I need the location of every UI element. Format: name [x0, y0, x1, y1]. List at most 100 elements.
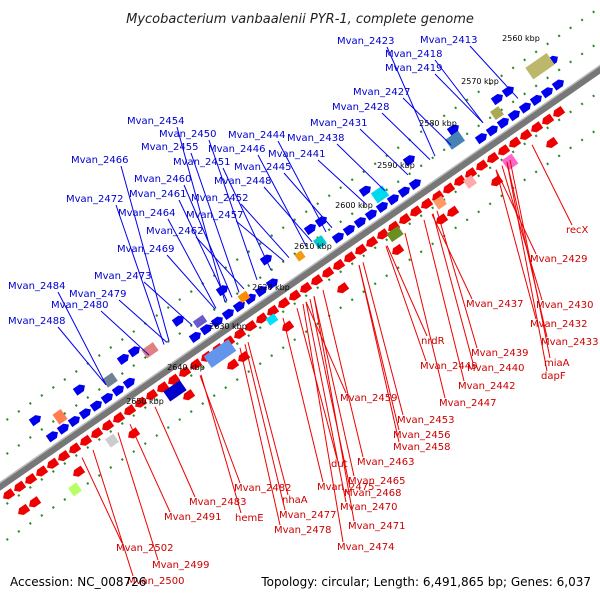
- gene-label: Mvan_2468: [344, 488, 401, 499]
- leader-line: [531, 144, 573, 226]
- leader-line: [57, 326, 107, 386]
- tick-label: 2620 kbp: [252, 283, 290, 292]
- gene-block-115: [370, 185, 390, 204]
- gene-arrow-98: [443, 182, 456, 194]
- gene-label: Mvan_2457: [186, 210, 243, 221]
- gene-arrow-14: [199, 324, 212, 336]
- gene-label: Mvan_2499: [152, 560, 209, 571]
- gene-arrow-102: [476, 159, 489, 171]
- gene-label: Mvan_2483: [189, 497, 246, 508]
- gene-arrow-81: [289, 289, 302, 301]
- gene-arrow-21: [259, 254, 272, 266]
- gene-arrow-100: [454, 174, 467, 186]
- gene-label: Mvan_2442: [458, 381, 515, 392]
- gene-label: recX: [566, 225, 589, 236]
- gene-label: Mvan_2480: [51, 300, 108, 311]
- gene-label: Mvan_2459: [340, 393, 397, 404]
- backbone-highlight: [0, 64, 600, 484]
- leader-line: [154, 406, 196, 498]
- gene-arrow-3: [67, 415, 80, 428]
- gene-arrow-11: [127, 346, 140, 358]
- gene-label: Mvan_2452: [191, 193, 248, 204]
- leader-line: [176, 126, 226, 303]
- leader-line: [302, 303, 344, 543]
- gene-arrow-43: [529, 94, 542, 106]
- gene-arrow-1: [45, 431, 58, 443]
- gene-label: Mvan_2437: [466, 299, 523, 310]
- leader-line: [257, 154, 307, 247]
- gene-arrow-89: [366, 235, 379, 248]
- gene-block-114: [445, 130, 465, 150]
- gene-arrow-105: [498, 144, 511, 156]
- gene-label: Mvan_2460: [134, 174, 191, 185]
- leader-line: [359, 128, 409, 176]
- gene-label: nhaA: [282, 495, 308, 506]
- gene-block-120: [141, 342, 159, 359]
- gene-arrow-109: [542, 113, 555, 125]
- leader-line: [322, 289, 364, 458]
- gene-arrow-92: [392, 243, 405, 256]
- gene-arrow-108: [531, 121, 544, 133]
- gene-label: Mvan_2458: [393, 442, 450, 453]
- gene-arrow-77: [256, 312, 269, 324]
- gene-label: Mvan_2478: [274, 525, 331, 536]
- gene-block-112: [525, 53, 555, 80]
- gene-arrow-68: [183, 389, 196, 401]
- gene-block-125: [163, 380, 187, 402]
- gene-arrow-31: [386, 194, 399, 206]
- tick-label: 2650 kbp: [126, 397, 164, 406]
- gene-label: Mvan_2418: [385, 49, 442, 60]
- gene-arrow-4: [72, 384, 85, 396]
- gene-block-113: [490, 106, 504, 121]
- gene-label: nrdR: [421, 336, 445, 347]
- leader-line: [283, 172, 333, 229]
- gene-arrow-57: [80, 434, 93, 446]
- gene-arrow-35: [446, 124, 459, 136]
- gene-label: Mvan_2470: [340, 502, 397, 513]
- gene-label: Mvan_2413: [420, 35, 477, 46]
- gene-arrow-37: [485, 125, 498, 137]
- gene-arrow-32: [397, 186, 410, 198]
- gene-label: Mvan_2431: [310, 118, 367, 129]
- gene-arrow-28: [358, 185, 371, 197]
- gene-arrow-30: [375, 201, 388, 214]
- leader-line: [402, 97, 452, 146]
- gene-label: Mvan_2461: [129, 189, 186, 200]
- leader-line: [386, 46, 436, 157]
- gene-arrow-42: [518, 102, 531, 114]
- leader-line: [431, 214, 473, 300]
- gene-arrow-85: [333, 258, 346, 271]
- gene-label: Mvan_2469: [117, 244, 174, 255]
- genome-backbone: [0, 65, 600, 491]
- topology-info-text: Topology: circular; Length: 6,491,865 bp…: [260, 575, 591, 589]
- gene-features: [3, 53, 566, 515]
- gene-arrow-13: [188, 331, 201, 343]
- gene-arrow-39: [496, 117, 509, 129]
- accession-text: Accession: NC_008726: [10, 575, 146, 589]
- leader-line: [208, 139, 258, 281]
- gene-arrow-60: [113, 411, 126, 423]
- map-title: Mycobacterium vanbaalenii PYR-1, complet…: [126, 12, 474, 27]
- gene-labels: Mvan_2423 Mvan_2413 Mvan_2418 Mvan_2419 Mvan…: [8, 35, 598, 587]
- gene-label: Mvan_2448: [214, 176, 271, 187]
- gene-arrow-69: [190, 358, 203, 370]
- gene-arrow-47: [3, 488, 16, 500]
- gene-arrow-54: [58, 450, 71, 462]
- gene-arrow-26: [342, 224, 355, 236]
- gene-arrow-22: [265, 278, 278, 290]
- gene-label: dut: [331, 459, 348, 470]
- gene-arrow-53: [47, 457, 60, 469]
- leader-line: [178, 199, 228, 301]
- gene-arrow-73: [227, 358, 240, 370]
- gene-arrow-82: [300, 281, 313, 293]
- gene-arrow-51: [29, 496, 42, 508]
- gene-label: Mvan_2456: [393, 430, 450, 441]
- gene-block-119: [192, 314, 208, 329]
- leader-line: [235, 220, 285, 262]
- gene-label: Mvan_2471: [348, 521, 405, 532]
- gene-arrow-65: [157, 381, 170, 393]
- leader-line: [358, 264, 400, 443]
- gene-arrow-5: [78, 408, 91, 420]
- leader-line: [277, 140, 327, 233]
- leader-line: [247, 342, 289, 496]
